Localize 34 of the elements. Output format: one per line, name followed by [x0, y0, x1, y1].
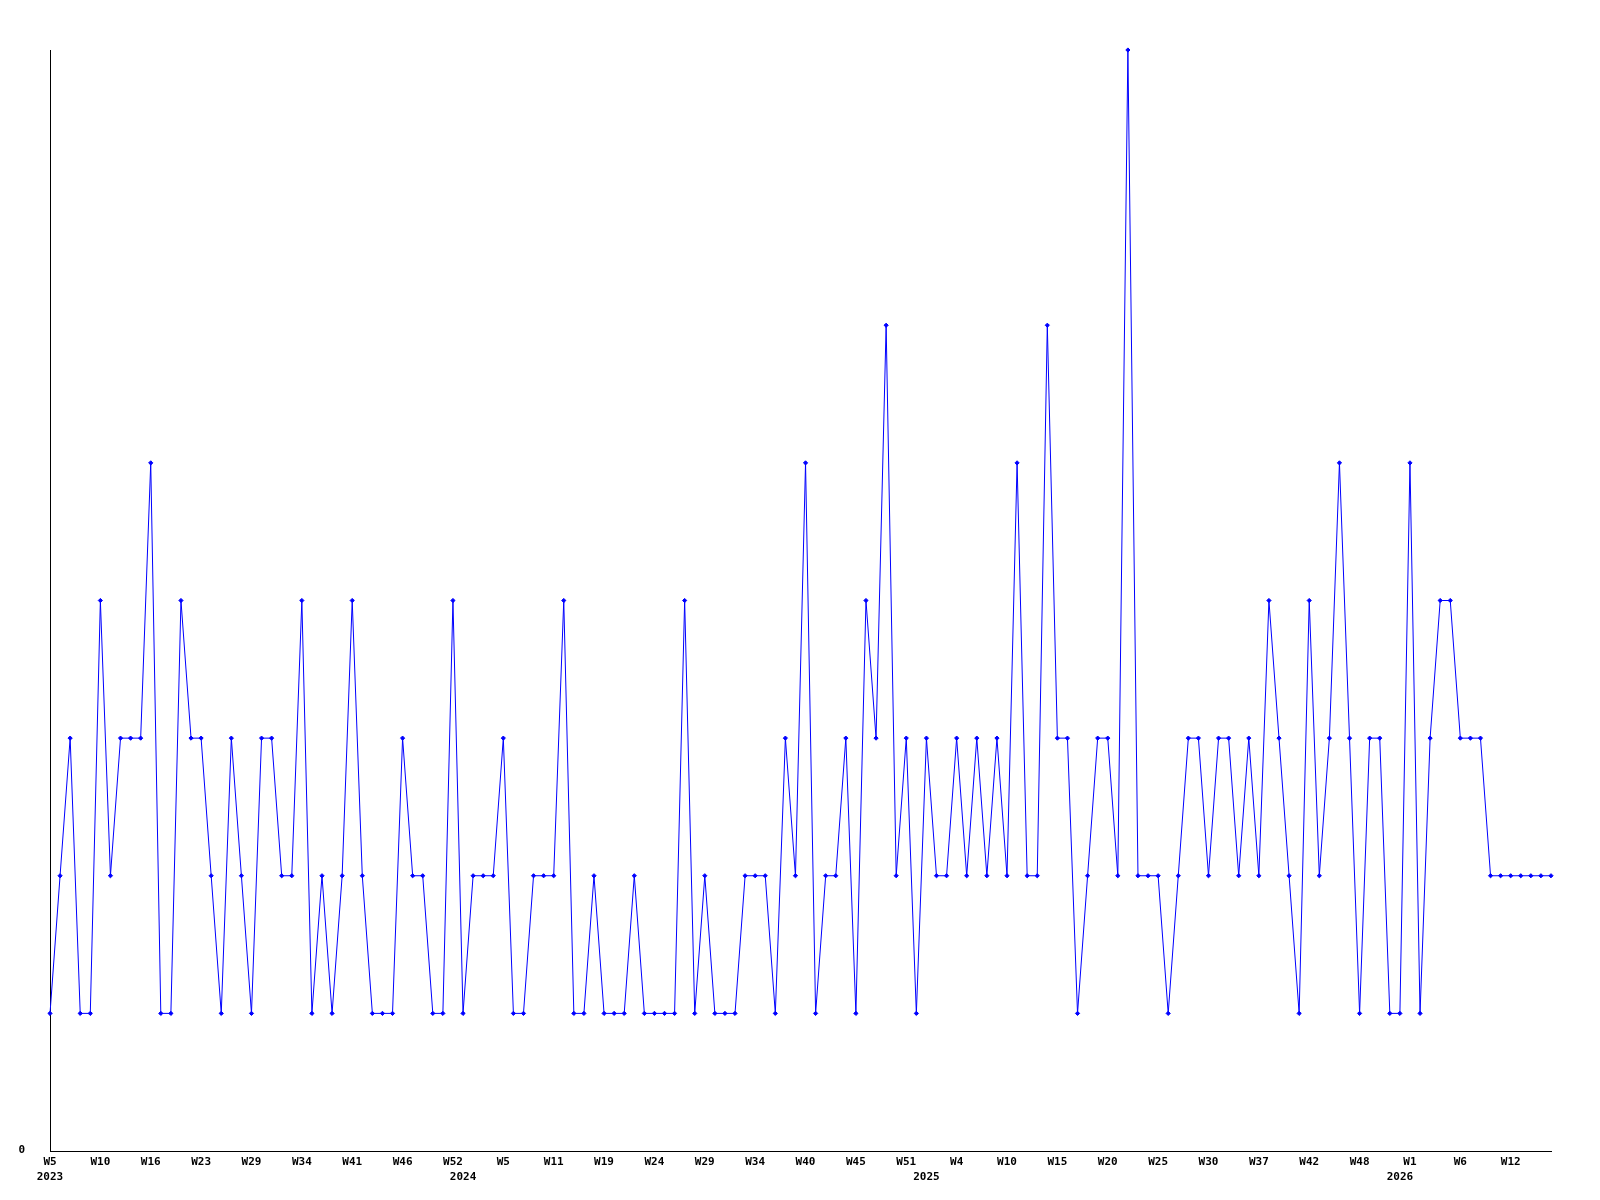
x-tick-label: W25 [1148, 1155, 1169, 1169]
x-tick-label: W40 [795, 1155, 816, 1169]
x-tick-label: W42 [1299, 1155, 1320, 1169]
x-tick-label: W29 [241, 1155, 262, 1169]
x-tick-label: 2024 [449, 1170, 477, 1184]
x-tick-label: W51 [896, 1155, 917, 1169]
x-tick-label: W45 [845, 1155, 866, 1169]
x-tick-label: W30 [1198, 1155, 1219, 1169]
x-tick-label: W24 [644, 1155, 665, 1169]
x-tick-label: W41 [342, 1155, 363, 1169]
x-tick-label: W48 [1349, 1155, 1370, 1169]
x-tick-label: 2026 [1386, 1170, 1414, 1184]
x-tick-label: W10 [997, 1155, 1017, 1169]
x-tick-label: W11 [543, 1155, 564, 1169]
x-tick-label: W46 [392, 1155, 413, 1169]
x-tick-label: W37 [1248, 1155, 1269, 1169]
x-tick-label: W6 [1453, 1155, 1468, 1169]
x-tick-label: W12 [1500, 1155, 1521, 1169]
x-tick-label: 2025 [913, 1170, 940, 1184]
x-tick-label: W16 [140, 1155, 162, 1169]
x-tick-label: W20 [1097, 1155, 1118, 1169]
x-tick-label: W19 [594, 1155, 614, 1169]
x-tick-label: W5 2023 [36, 1155, 64, 1184]
x-tick-label: W23 [191, 1155, 212, 1169]
x-tick-label: W52 [443, 1155, 463, 1169]
x-tick-label: W34 [291, 1155, 313, 1169]
x-tick-label: W4 [950, 1155, 964, 1169]
x-tick-label: W34 [745, 1155, 766, 1169]
x-tick-label: W15 [1047, 1155, 1068, 1169]
text: 0 [18, 1142, 25, 1156]
x-tick-label: W10 [90, 1155, 111, 1169]
x-tick-label: W29 [694, 1155, 715, 1169]
x-tick-label: W1 [1403, 1155, 1417, 1169]
x-tick-label: W5 [496, 1155, 510, 1169]
